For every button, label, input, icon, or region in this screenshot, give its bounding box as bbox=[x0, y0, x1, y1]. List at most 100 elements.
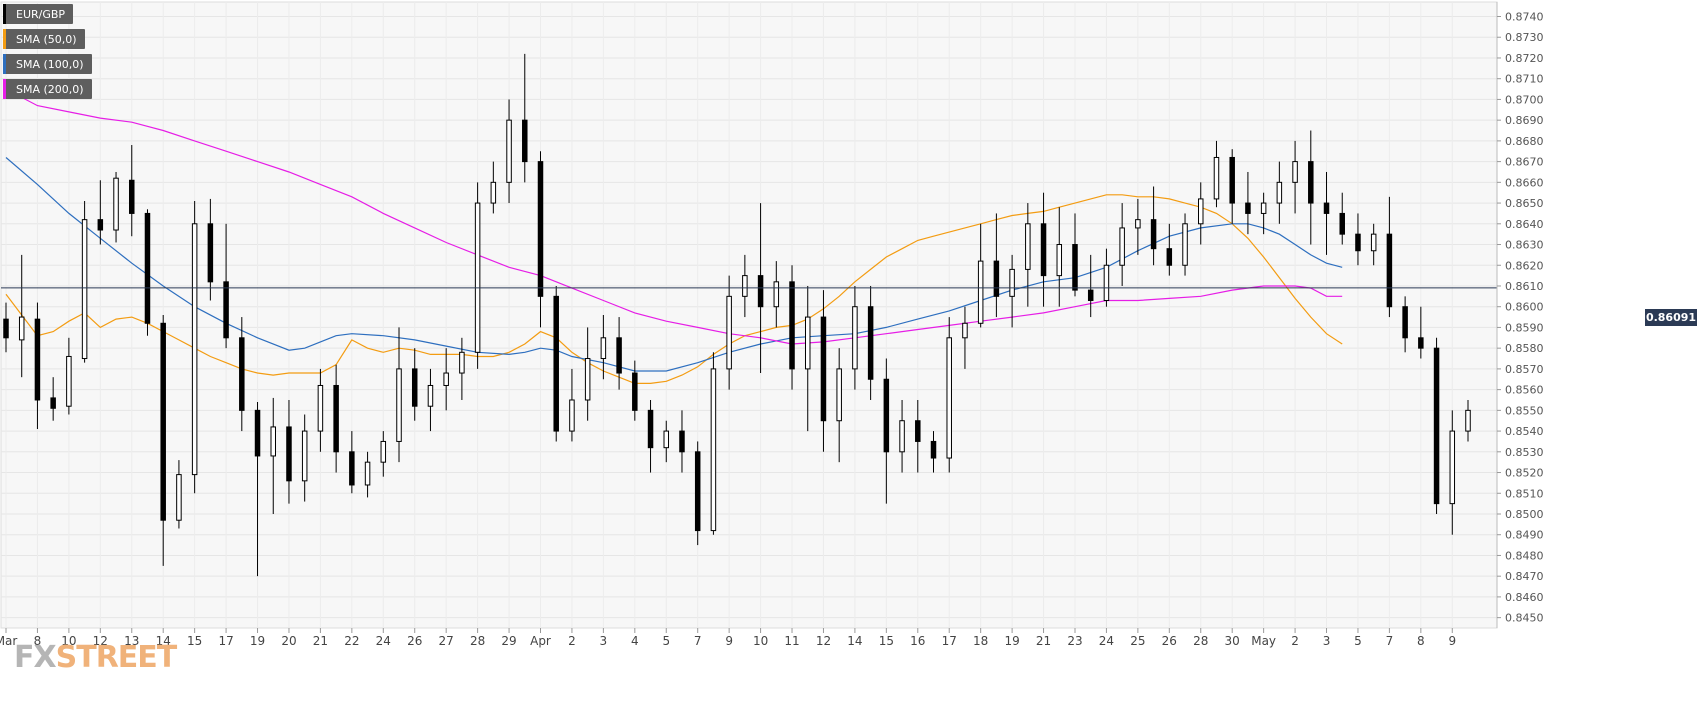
candle-body bbox=[726, 295, 732, 370]
legend-item-sma200[interactable]: SMA (200,0) bbox=[3, 79, 92, 99]
candle-body bbox=[1072, 244, 1078, 291]
candle bbox=[50, 377, 56, 421]
candle bbox=[915, 399, 921, 473]
candle bbox=[1418, 306, 1424, 359]
candle-body bbox=[1213, 156, 1220, 200]
candle bbox=[962, 306, 968, 369]
y-tick-label: 0.8690 bbox=[1505, 114, 1544, 127]
candle bbox=[616, 317, 622, 390]
candle bbox=[411, 348, 418, 421]
y-tick-label: 0.8710 bbox=[1505, 73, 1544, 86]
x-tick-label: 22 bbox=[344, 634, 359, 648]
y-tick-label: 0.8520 bbox=[1505, 467, 1544, 480]
candle-body bbox=[1433, 347, 1440, 505]
candle-body bbox=[1135, 219, 1141, 229]
candle-body bbox=[459, 351, 465, 374]
candle bbox=[820, 290, 827, 452]
candle-body bbox=[1103, 264, 1110, 301]
candle-body bbox=[1087, 289, 1094, 301]
candle bbox=[1355, 213, 1361, 266]
candle-body bbox=[1260, 202, 1267, 214]
x-tick-label: 19 bbox=[1004, 634, 1019, 648]
candle-body bbox=[1150, 219, 1157, 250]
candle bbox=[1009, 254, 1015, 328]
legend-label: SMA (100,0) bbox=[16, 57, 84, 71]
candle bbox=[1323, 171, 1330, 255]
y-tick-label: 0.8550 bbox=[1505, 404, 1544, 417]
candle bbox=[3, 302, 9, 353]
candle bbox=[34, 302, 41, 430]
candle-body bbox=[773, 281, 780, 308]
candle bbox=[1213, 140, 1220, 208]
x-tick-label: 25 bbox=[1130, 634, 1145, 648]
candle-body bbox=[301, 430, 308, 482]
candle bbox=[804, 285, 811, 432]
candle-body bbox=[679, 430, 685, 453]
x-tick-label: Mar bbox=[0, 634, 17, 648]
x-tick-label: 15 bbox=[187, 634, 202, 648]
x-tick-label: 18 bbox=[973, 634, 988, 648]
candle bbox=[1166, 223, 1173, 276]
candle-body bbox=[364, 461, 371, 486]
candle bbox=[1229, 149, 1235, 224]
x-tick-label: 19 bbox=[250, 634, 265, 648]
candle bbox=[522, 53, 528, 183]
x-tick-label: 2 bbox=[568, 634, 576, 648]
candle-body bbox=[160, 322, 166, 521]
candle bbox=[81, 200, 88, 363]
candle bbox=[176, 460, 182, 529]
candle bbox=[867, 285, 874, 400]
candle-body bbox=[427, 384, 434, 407]
candle bbox=[97, 180, 104, 245]
legend-item-eurgbp[interactable]: EUR/GBP bbox=[3, 4, 74, 24]
x-tick-label: 14 bbox=[156, 634, 171, 648]
candle-body bbox=[1245, 202, 1251, 214]
candle-body bbox=[694, 451, 701, 532]
candle bbox=[537, 151, 544, 328]
legend-swatch bbox=[3, 29, 6, 49]
candle-body bbox=[144, 212, 151, 324]
y-tick-label: 0.8560 bbox=[1505, 384, 1544, 397]
candle-body bbox=[349, 451, 355, 486]
candle bbox=[1025, 203, 1031, 307]
candle bbox=[207, 198, 214, 301]
x-tick-label: 29 bbox=[501, 634, 516, 648]
candle-body bbox=[113, 177, 119, 231]
candle-body bbox=[443, 372, 449, 386]
candle bbox=[1433, 337, 1440, 514]
legend: EUR/GBP SMA (50,0) SMA (100,0) SMA (200,… bbox=[3, 4, 92, 104]
candle-body bbox=[207, 223, 214, 283]
candle bbox=[1386, 196, 1393, 318]
candle-body bbox=[411, 368, 418, 407]
candle-body bbox=[883, 378, 890, 453]
legend-swatch bbox=[3, 4, 6, 24]
x-tick-label: 2 bbox=[1291, 634, 1299, 648]
candle-body bbox=[34, 318, 41, 401]
candle-body bbox=[867, 306, 874, 380]
x-tick-label: 17 bbox=[218, 634, 233, 648]
candle-body bbox=[3, 318, 9, 339]
x-tick-label: 15 bbox=[879, 634, 894, 648]
candle bbox=[270, 397, 276, 514]
candle bbox=[66, 337, 72, 415]
candle bbox=[1182, 213, 1188, 276]
legend-item-sma50[interactable]: SMA (50,0) bbox=[3, 29, 85, 49]
candles bbox=[3, 53, 1471, 577]
logo-fx: FX bbox=[14, 640, 57, 675]
candle-body bbox=[632, 372, 638, 411]
candle-body bbox=[1339, 212, 1345, 235]
candle-body bbox=[129, 179, 135, 214]
candle-body bbox=[993, 260, 1000, 297]
sma-line-500 bbox=[5, 194, 1343, 384]
legend-label: SMA (200,0) bbox=[16, 82, 84, 96]
candle-body bbox=[1009, 268, 1015, 297]
candle-body bbox=[569, 399, 575, 432]
candle-body bbox=[1056, 244, 1063, 277]
legend-item-sma100[interactable]: SMA (100,0) bbox=[3, 54, 92, 74]
candle bbox=[883, 358, 890, 504]
candle-body bbox=[553, 295, 559, 432]
y-tick-label: 0.8460 bbox=[1505, 591, 1544, 604]
y-tick-label: 0.8630 bbox=[1505, 239, 1544, 252]
candle-body bbox=[97, 219, 104, 231]
